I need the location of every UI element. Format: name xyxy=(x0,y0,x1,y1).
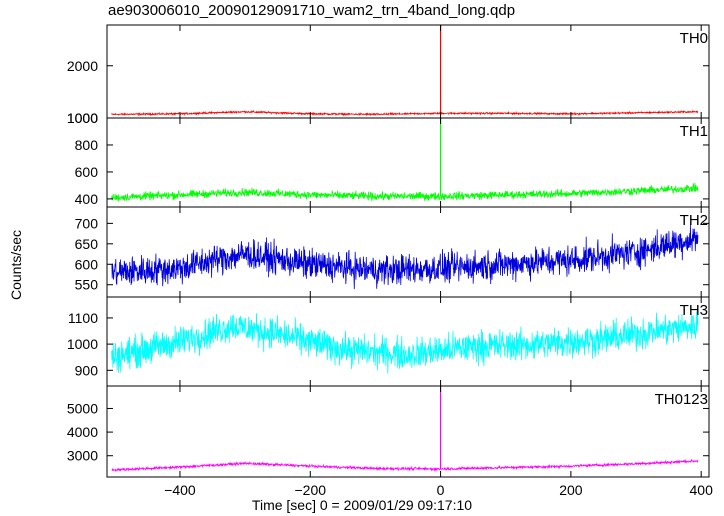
y-tick-label-th0: 2000 xyxy=(67,58,98,74)
y-tick-label-th3: 1100 xyxy=(68,310,98,326)
y-tick-label-th2: 650 xyxy=(75,236,99,252)
y-tick-label-th0123: 3000 xyxy=(67,448,98,464)
x-axis-label: Time [sec] 0 = 2009/01/29 09:17:10 xyxy=(251,497,473,513)
panel-label-th3: TH3 xyxy=(680,302,708,319)
chart-title: ae903006010_20090129091710_wam2_trn_4ban… xyxy=(108,2,516,19)
y-tick-label-th3: 900 xyxy=(75,362,99,378)
series-line-th2 xyxy=(111,224,699,290)
x-tick-label: 0 xyxy=(437,482,445,498)
series-line-th3 xyxy=(111,311,699,374)
y-tick-label-th0: 1000 xyxy=(67,110,98,126)
series-line-th1 xyxy=(111,183,699,202)
y-tick-label-th0123: 5000 xyxy=(67,400,98,416)
y-tick-label-th1: 400 xyxy=(75,191,99,207)
panel-label-th0: TH0 xyxy=(680,30,708,47)
y-tick-label-th1: 800 xyxy=(75,137,99,153)
y-tick-label-th2: 550 xyxy=(75,277,99,293)
panel-label-th2: TH2 xyxy=(680,212,708,229)
y-tick-label-th1: 600 xyxy=(75,164,99,180)
y-tick-label-th3: 1000 xyxy=(67,336,98,352)
x-tick-label: −200 xyxy=(294,482,326,498)
series-line-th0123 xyxy=(111,458,699,473)
series-line-th0 xyxy=(111,109,699,117)
x-tick-label: −400 xyxy=(164,482,196,498)
y-tick-label-th0123: 4000 xyxy=(67,424,98,440)
panel-frame-th0123 xyxy=(106,385,710,478)
x-tick-label: 200 xyxy=(559,482,583,498)
y-tick-label-th2: 700 xyxy=(75,215,99,231)
y-tick-label-th2: 600 xyxy=(75,256,99,272)
panel-label-th0123: TH0123 xyxy=(655,391,708,408)
y-tick-label-th0: 1000 xyxy=(67,110,98,126)
panel-frame-th0 xyxy=(106,24,710,119)
panel-label-th1: TH1 xyxy=(680,123,708,140)
x-tick-label: 400 xyxy=(690,482,714,498)
